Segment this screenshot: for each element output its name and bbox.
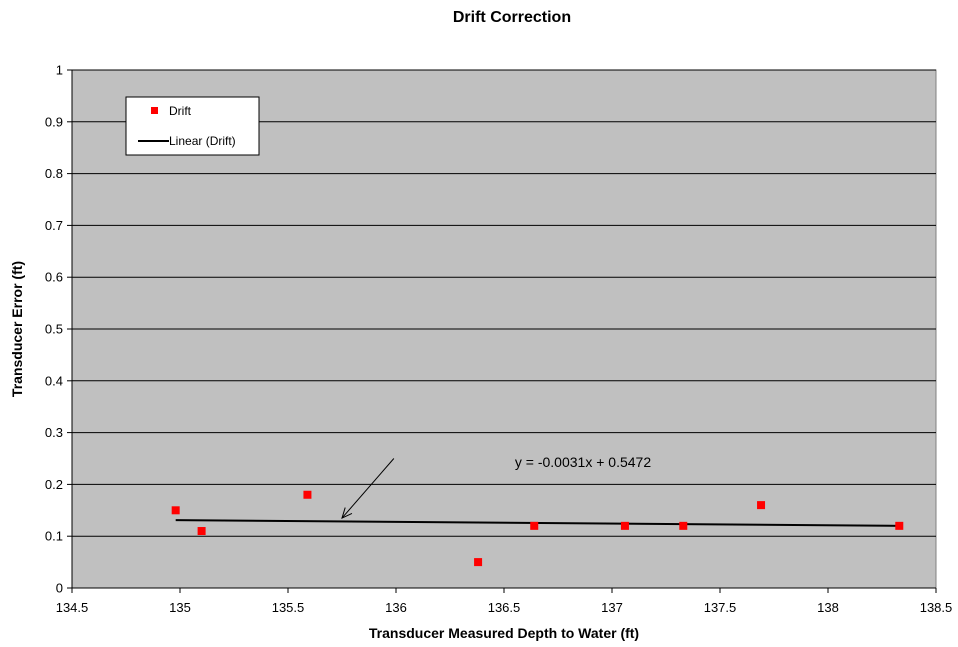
- y-tick-label: 0.4: [45, 373, 63, 388]
- y-tick-label: 0.3: [45, 425, 63, 440]
- data-point: [757, 501, 766, 510]
- y-axis-label: Transducer Error (ft): [9, 261, 25, 397]
- y-tick-label: 0.8: [45, 166, 63, 181]
- y-tick-label: 0.5: [45, 322, 63, 337]
- y-tick-label: 0.2: [45, 477, 63, 492]
- y-tick-label: 0.6: [45, 270, 63, 285]
- x-tick-label: 135.5: [272, 600, 305, 615]
- data-point: [171, 506, 180, 515]
- data-point: [474, 558, 483, 567]
- chart-title: Drift Correction: [453, 9, 571, 26]
- legend-marker-drift: [151, 107, 158, 114]
- legend-box: [125, 96, 260, 156]
- legend: Drift Linear (Drift): [125, 96, 260, 156]
- x-axis-label: Transducer Measured Depth to Water (ft): [369, 625, 639, 641]
- data-point: [303, 490, 312, 499]
- x-tick-label: 138: [817, 600, 839, 615]
- y-tick-label: 0.7: [45, 218, 63, 233]
- data-point: [530, 521, 539, 530]
- x-tick-label: 136: [385, 600, 407, 615]
- annotation-arrow: [341, 458, 395, 519]
- arrow-shaft: [341, 458, 395, 519]
- data-point: [620, 521, 629, 530]
- arrow-head: [341, 507, 353, 519]
- x-tick-label: 134.5: [56, 600, 89, 615]
- y-tick-label: 1: [56, 63, 63, 78]
- x-tick-label: 136.5: [488, 600, 521, 615]
- data-point: [679, 521, 688, 530]
- y-tick-labels: 0 0.1 0.2 0.3 0.4 0.5 0.6 0.7 0.8 0.9 1: [45, 63, 72, 596]
- x-tick-label: 135: [169, 600, 191, 615]
- legend-label-drift: Drift: [169, 104, 192, 118]
- legend-label-linear: Linear (Drift): [169, 134, 236, 148]
- x-tick-label: 137.5: [704, 600, 737, 615]
- y-tick-label: 0.9: [45, 114, 63, 129]
- data-points: [171, 490, 904, 567]
- data-point: [895, 521, 904, 530]
- x-tick-label: 137: [601, 600, 623, 615]
- trendline-equation: y = -0.0031x + 0.5472: [515, 454, 651, 470]
- x-tick-label: 138.5: [920, 600, 953, 615]
- y-tick-label: 0: [56, 581, 63, 596]
- data-point: [197, 527, 206, 536]
- x-tick-labels: 134.5 135 135.5 136 136.5 137 137.5 138 138.5: [56, 588, 953, 615]
- y-tick-label: 0.1: [45, 529, 63, 544]
